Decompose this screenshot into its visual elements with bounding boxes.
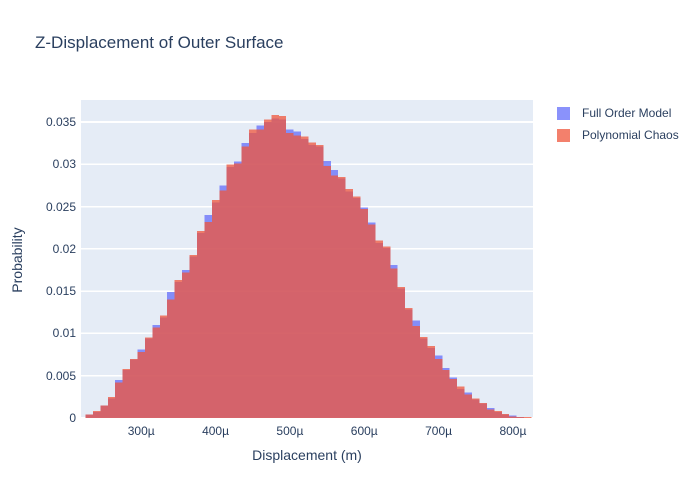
y-tick-label: 0.005	[45, 368, 76, 383]
bar-polynomial-chaos[interactable]	[115, 382, 123, 418]
x-tick-label: 400µ	[202, 424, 230, 438]
bar-polynomial-chaos[interactable]	[405, 308, 413, 418]
bar-polynomial-chaos[interactable]	[278, 116, 287, 418]
y-tick-label: 0	[69, 411, 76, 425]
bar-polynomial-chaos[interactable]	[293, 135, 302, 418]
plot-area[interactable]	[81, 100, 533, 418]
bar-polynomial-chaos[interactable]	[449, 379, 458, 418]
bar-polynomial-chaos[interactable]	[494, 411, 502, 418]
bar-polynomial-chaos[interactable]	[338, 176, 346, 418]
bar-polynomial-chaos[interactable]	[189, 254, 197, 418]
bar-polynomial-chaos[interactable]	[308, 142, 316, 418]
bar-polynomial-chaos[interactable]	[367, 224, 376, 418]
bar-polynomial-chaos[interactable]	[382, 246, 391, 418]
bar-polynomial-chaos[interactable]	[479, 402, 487, 418]
bar-polynomial-chaos[interactable]	[256, 129, 264, 418]
bar-polynomial-chaos[interactable]	[137, 352, 145, 418]
y-tick-label: 0.025	[45, 199, 76, 214]
bar-polynomial-chaos[interactable]	[130, 358, 138, 418]
bar-polynomial-chaos[interactable]	[360, 209, 368, 418]
y-tick-label: 0.01	[52, 326, 76, 341]
bar-polynomial-chaos[interactable]	[92, 411, 101, 418]
bar-polynomial-chaos[interactable]	[286, 132, 294, 418]
bar-polynomial-chaos[interactable]	[182, 272, 190, 418]
legend-label-full-order-model: Full Order Model	[582, 106, 672, 120]
bar-polynomial-chaos[interactable]	[159, 315, 168, 418]
bar-polynomial-chaos[interactable]	[524, 417, 532, 418]
bar-polynomial-chaos[interactable]	[315, 144, 324, 418]
y-tick-label: 0.015	[45, 284, 76, 299]
bar-polynomial-chaos[interactable]	[219, 190, 227, 418]
bar-polynomial-chaos[interactable]	[263, 119, 272, 418]
bar-polynomial-chaos[interactable]	[271, 115, 279, 418]
bar-polynomial-chaos[interactable]	[211, 199, 220, 418]
bar-polynomial-chaos[interactable]	[345, 188, 354, 418]
bar-polynomial-chaos[interactable]	[397, 286, 406, 418]
bar-polynomial-chaos[interactable]	[85, 414, 93, 418]
legend-swatch-polynomial-chaos	[557, 128, 570, 142]
bar-polynomial-chaos[interactable]	[390, 268, 398, 418]
bar-polynomial-chaos[interactable]	[442, 369, 450, 418]
x-tick-label: 300µ	[127, 424, 155, 438]
bar-polynomial-chaos[interactable]	[152, 327, 160, 418]
x-tick-label: 500µ	[276, 424, 304, 438]
x-tick-label: 600µ	[350, 424, 378, 438]
bar-polynomial-chaos[interactable]	[330, 175, 339, 418]
y-tick-label: 0.03	[52, 157, 76, 172]
bar-polynomial-chaos[interactable]	[144, 337, 153, 418]
bar-polynomial-chaos[interactable]	[509, 416, 517, 418]
bar-polynomial-chaos[interactable]	[516, 417, 525, 418]
bar-polynomial-chaos[interactable]	[167, 299, 175, 418]
x-axis-title: Displacement (m)	[252, 447, 362, 463]
bar-polynomial-chaos[interactable]	[100, 405, 108, 418]
bar-polynomial-chaos[interactable]	[501, 413, 510, 418]
legend-swatch-full-order-model	[557, 106, 570, 120]
bar-polynomial-chaos[interactable]	[486, 409, 495, 418]
x-tick-label: 800µ	[499, 424, 527, 438]
bar-polynomial-chaos[interactable]	[174, 280, 183, 418]
bar-polynomial-chaos[interactable]	[427, 346, 435, 418]
y-axis-title: Probability	[9, 227, 25, 293]
legend: Full Order Model Polynomial Chaos	[557, 102, 679, 146]
bar-polynomial-chaos[interactable]	[301, 136, 309, 418]
bar-polynomial-chaos[interactable]	[420, 336, 428, 418]
bar-polynomial-chaos[interactable]	[249, 129, 257, 418]
bar-polynomial-chaos[interactable]	[412, 325, 420, 418]
bar-polynomial-chaos[interactable]	[353, 196, 361, 418]
bar-polynomial-chaos[interactable]	[323, 165, 331, 418]
bar-polynomial-chaos[interactable]	[196, 231, 205, 418]
bar-polynomial-chaos[interactable]	[472, 398, 480, 418]
bar-polynomial-chaos[interactable]	[234, 163, 242, 418]
bar-polynomial-chaos[interactable]	[226, 164, 235, 418]
bar-polynomial-chaos[interactable]	[122, 368, 131, 418]
legend-item-full-order-model[interactable]: Full Order Model	[557, 102, 679, 124]
bar-polynomial-chaos[interactable]	[434, 358, 443, 418]
bar-polynomial-chaos[interactable]	[241, 146, 250, 418]
bar-polynomial-chaos[interactable]	[457, 386, 465, 418]
y-tick-label: 0.035	[45, 114, 76, 129]
y-tick-label: 0.02	[52, 241, 76, 256]
bar-polynomial-chaos[interactable]	[204, 221, 212, 418]
chart-title: Z-Displacement of Outer Surface	[35, 33, 284, 52]
legend-label-polynomial-chaos: Polynomial Chaos	[582, 128, 679, 142]
bar-polynomial-chaos[interactable]	[107, 396, 116, 418]
series-polynomial-chaos	[85, 115, 532, 418]
bar-polynomial-chaos[interactable]	[464, 394, 473, 418]
bar-polynomial-chaos[interactable]	[375, 240, 383, 418]
x-tick-label: 700µ	[425, 424, 453, 438]
legend-item-polynomial-chaos[interactable]: Polynomial Chaos	[557, 124, 679, 146]
